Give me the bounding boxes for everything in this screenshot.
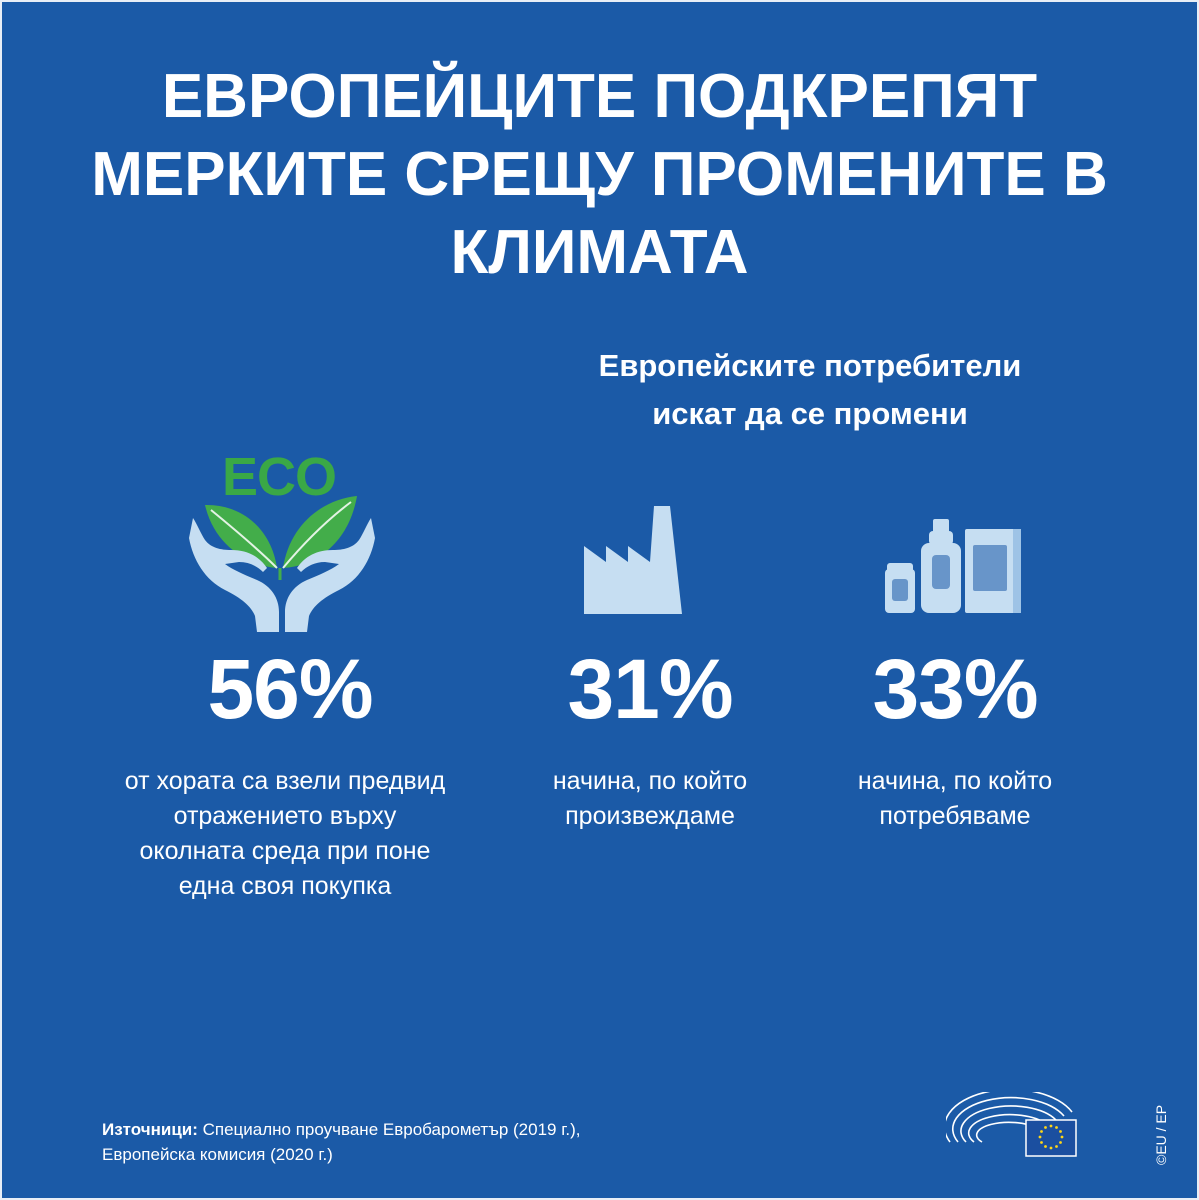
desc-line: една своя покупка [178, 872, 392, 900]
desc-line: начина, по който [857, 767, 1053, 795]
stat-description-production: начина, по който произвеждаме [505, 764, 795, 834]
desc-line: начина, по който [552, 767, 748, 795]
products-icon [885, 515, 1025, 615]
desc-line: от хората са взели предвид [124, 767, 446, 795]
subtitle-line-1: Европейските потребители [598, 348, 1022, 383]
eco-hands-icon: ECO [185, 440, 380, 635]
subtitle-line-2: искат да се промени [652, 396, 968, 431]
factory-icon [584, 502, 684, 614]
stat-value-consumption: 33% [872, 642, 1038, 736]
section-subtitle: Европейските потребители искат да се про… [500, 342, 1120, 438]
title-line-1: ЕВРОПЕЙЦИТЕ ПОДКРЕПЯТ [161, 62, 1038, 131]
stat-description-consumption: начина, по който потребяваме [810, 764, 1100, 834]
title-line-3: КЛИМАТА [450, 218, 749, 287]
sources-text-1: Специално проучване Евробарометър (2019 … [197, 1120, 581, 1139]
sources-label: Източници: [102, 1120, 198, 1139]
desc-line: отражението върху [173, 802, 397, 830]
stat-value-eco: 56% [207, 642, 373, 736]
desc-line: потребяваме [879, 802, 1031, 830]
desc-line: произвеждаме [565, 802, 735, 830]
stat-value-production: 31% [567, 642, 733, 736]
title-line-2: МЕРКИТЕ СРЕЩУ ПРОМЕНИТЕ В [91, 140, 1108, 209]
sources-line-1: Източници: Специално проучване Евробаром… [102, 1117, 722, 1142]
eco-label: ECO [222, 447, 336, 507]
sources-line-2: Европейска комисия (2020 г.) [102, 1145, 333, 1164]
desc-line: околната среда при поне [139, 837, 431, 865]
stat-description-eco: от хората са взели предвид отражението в… [90, 764, 480, 904]
european-parliament-logo [943, 1088, 1078, 1163]
copyright-label: ©EU / EP [1153, 1104, 1169, 1165]
page-title: ЕВРОПЕЙЦИТЕ ПОДКРЕПЯТ МЕРКИТЕ СРЕЩУ ПРОМ… [0, 58, 1199, 292]
sources-note: Източници: Специално проучване Евробаром… [102, 1117, 722, 1167]
